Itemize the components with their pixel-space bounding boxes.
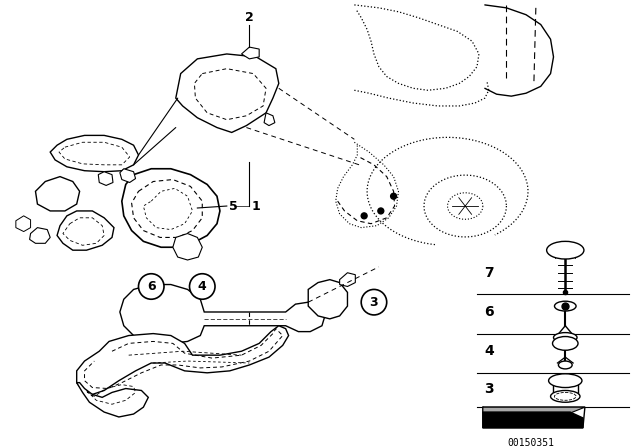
Text: 3: 3 — [370, 296, 378, 309]
Ellipse shape — [554, 301, 576, 311]
Text: 4: 4 — [198, 280, 207, 293]
Polygon shape — [173, 233, 202, 260]
Circle shape — [361, 289, 387, 315]
Text: 4: 4 — [484, 344, 493, 358]
Polygon shape — [122, 169, 220, 247]
Circle shape — [138, 274, 164, 299]
Circle shape — [189, 274, 215, 299]
Text: 5: 5 — [229, 199, 238, 212]
Polygon shape — [35, 177, 79, 211]
Circle shape — [361, 213, 367, 219]
Polygon shape — [241, 47, 259, 59]
Polygon shape — [120, 169, 136, 182]
Polygon shape — [50, 135, 138, 172]
Polygon shape — [264, 113, 275, 125]
Polygon shape — [176, 54, 279, 133]
Ellipse shape — [554, 332, 577, 342]
Ellipse shape — [548, 374, 582, 388]
Ellipse shape — [550, 391, 580, 402]
Ellipse shape — [552, 336, 578, 350]
Polygon shape — [483, 412, 583, 428]
Text: 3: 3 — [484, 382, 493, 396]
Text: 2: 2 — [245, 11, 253, 24]
Polygon shape — [57, 211, 114, 250]
Text: 7: 7 — [484, 266, 493, 280]
Text: 6: 6 — [147, 280, 156, 293]
Ellipse shape — [547, 241, 584, 259]
Circle shape — [378, 208, 384, 214]
Text: 1: 1 — [252, 199, 260, 212]
Polygon shape — [340, 273, 355, 286]
Text: 00150351: 00150351 — [508, 438, 554, 448]
Polygon shape — [77, 326, 289, 394]
Polygon shape — [77, 383, 148, 417]
Polygon shape — [308, 280, 348, 319]
Polygon shape — [99, 172, 113, 185]
Polygon shape — [16, 216, 31, 232]
Circle shape — [390, 193, 397, 199]
Ellipse shape — [559, 361, 572, 369]
Polygon shape — [120, 284, 325, 343]
Text: 6: 6 — [484, 305, 493, 319]
Polygon shape — [29, 228, 50, 243]
Polygon shape — [483, 407, 585, 413]
